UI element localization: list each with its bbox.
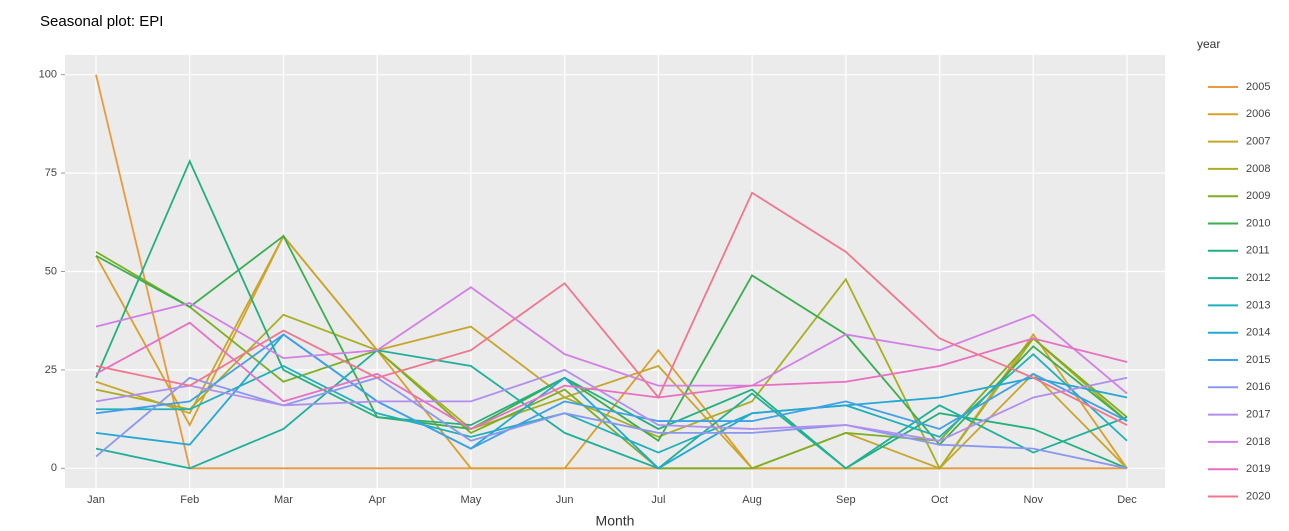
x-tick-label: Dec bbox=[1117, 494, 1137, 506]
y-tick-label: 100 bbox=[39, 69, 57, 81]
x-tick-label: Sep bbox=[836, 494, 856, 506]
y-tick-label: 75 bbox=[45, 167, 57, 179]
y-tick-label: 25 bbox=[45, 364, 57, 376]
legend-label: 2019 bbox=[1246, 463, 1270, 475]
legend-label: 2006 bbox=[1246, 108, 1270, 120]
legend-label: 2020 bbox=[1246, 490, 1270, 502]
legend-label: 2017 bbox=[1246, 409, 1270, 421]
x-tick-label: Jun bbox=[556, 494, 574, 506]
x-tick-label: Apr bbox=[369, 494, 386, 506]
x-tick-label: Aug bbox=[742, 494, 762, 506]
series-line bbox=[95, 234, 1128, 447]
x-tick-label: Mar bbox=[274, 494, 293, 506]
series-line bbox=[95, 349, 1128, 470]
legend-label: 2011 bbox=[1246, 245, 1270, 257]
x-tick-label: Oct bbox=[931, 494, 948, 506]
legend-label: 2018 bbox=[1246, 436, 1270, 448]
series-line bbox=[95, 368, 1128, 442]
series-line bbox=[95, 234, 1128, 470]
y-tick-label: 0 bbox=[51, 462, 57, 474]
legend-label: 2010 bbox=[1246, 217, 1270, 229]
series-line bbox=[96, 352, 1128, 454]
x-tick-label: Jan bbox=[87, 494, 105, 506]
x-axis-title: Month bbox=[596, 513, 635, 529]
x-tick-label: Jul bbox=[651, 494, 665, 506]
legend-label: 2015 bbox=[1246, 354, 1270, 366]
series-line bbox=[95, 277, 1128, 471]
series-line bbox=[95, 191, 1128, 426]
legend-label: 2008 bbox=[1246, 163, 1270, 175]
x-tick-label: May bbox=[461, 494, 482, 506]
legend-label: 2014 bbox=[1246, 327, 1270, 339]
y-tick-label: 50 bbox=[45, 265, 57, 277]
legend-label: 2013 bbox=[1246, 299, 1270, 311]
legend-label: 2016 bbox=[1246, 381, 1270, 393]
legend-label: 2007 bbox=[1246, 136, 1270, 148]
x-tick-label: Nov bbox=[1023, 494, 1043, 506]
series-line bbox=[95, 333, 1128, 450]
chart-title: Seasonal plot: EPI bbox=[40, 13, 163, 30]
x-tick-label: Feb bbox=[180, 494, 199, 506]
series-line bbox=[95, 74, 1127, 470]
legend-label: 2009 bbox=[1246, 190, 1270, 202]
legend-label: 2012 bbox=[1246, 272, 1270, 284]
series-line bbox=[95, 376, 1128, 470]
legend-title: year bbox=[1197, 37, 1220, 51]
series-line bbox=[95, 321, 1128, 430]
series-line bbox=[95, 159, 1128, 470]
legend-label: 2005 bbox=[1246, 81, 1270, 93]
